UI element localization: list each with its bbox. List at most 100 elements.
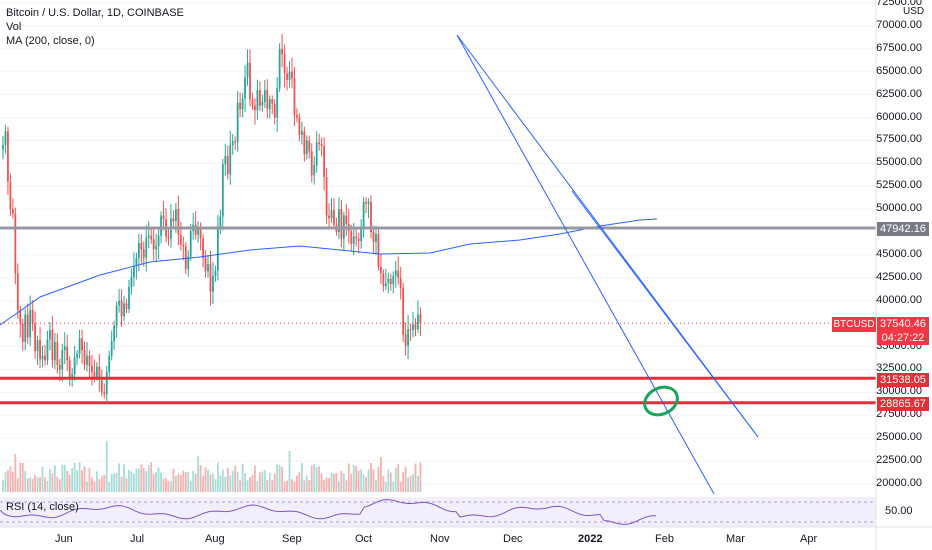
rsi-axis-label: 50.00 xyxy=(885,505,913,517)
candle-body xyxy=(130,276,133,288)
volume-bar xyxy=(24,470,27,492)
candle-body xyxy=(34,323,37,352)
volume-bar xyxy=(120,476,123,492)
candle-body xyxy=(120,300,123,317)
month-label: 2022 xyxy=(578,533,603,545)
volume-bar xyxy=(29,477,32,492)
candle-body xyxy=(300,131,303,135)
volume-bar xyxy=(51,473,54,492)
volume-bar xyxy=(34,474,37,492)
volume-legend[interactable]: Vol xyxy=(6,21,22,33)
price-axis-label: 62500.00 xyxy=(876,87,922,100)
candle-body xyxy=(256,90,259,111)
rsi-line xyxy=(0,499,656,525)
price-axis-label: 50000.00 xyxy=(876,202,922,215)
candle-body xyxy=(7,131,9,182)
volume-bar xyxy=(128,469,130,492)
candle-body xyxy=(36,340,39,352)
candle-body xyxy=(258,90,261,106)
volume-bar xyxy=(318,466,321,492)
volume-bar xyxy=(142,467,145,492)
candle-body xyxy=(68,360,71,379)
volume-bar xyxy=(221,469,224,492)
candle-body xyxy=(155,245,158,250)
candle-body xyxy=(392,276,395,285)
volume-bar xyxy=(313,464,316,492)
candle-body xyxy=(204,257,207,272)
candle-body xyxy=(360,229,363,242)
candle-body xyxy=(194,224,197,235)
candle-body xyxy=(288,71,291,80)
candle-body xyxy=(78,338,81,354)
volume-bar xyxy=(276,464,279,492)
volume-bar xyxy=(167,481,170,492)
volume-bar xyxy=(308,479,311,492)
volume-bar xyxy=(140,464,143,492)
volume-bar xyxy=(179,475,182,492)
volume-bar xyxy=(49,469,51,492)
month-label: Jun xyxy=(55,533,73,545)
candle-body xyxy=(239,102,242,110)
candle-body xyxy=(76,353,78,358)
volume-bar xyxy=(212,473,214,492)
countdown-tag: 04:27:22 xyxy=(877,331,929,345)
candle-body xyxy=(209,264,212,292)
volume-bar xyxy=(399,481,402,492)
volume-bar xyxy=(281,466,284,492)
candle-body xyxy=(320,144,323,146)
month-label: Dec xyxy=(503,533,523,545)
price-axis-label: 70000.00 xyxy=(876,18,922,31)
candle-body xyxy=(53,341,56,361)
trend-line-lower xyxy=(456,34,715,495)
price-axis-label: 25000.00 xyxy=(876,431,922,444)
chart-grid xyxy=(0,2,876,485)
candle-body xyxy=(291,71,293,79)
candle-body xyxy=(293,78,296,115)
volume-bar xyxy=(2,479,4,492)
volume-bar xyxy=(273,473,276,492)
volume-bar xyxy=(407,477,409,492)
rsi-legend[interactable]: RSI (14, close) xyxy=(6,501,79,513)
candle-body xyxy=(261,101,264,106)
volume-bar xyxy=(271,480,274,492)
candle-body xyxy=(375,233,377,243)
volume-bar xyxy=(175,475,177,492)
volume-bar xyxy=(387,469,390,492)
volume-bar xyxy=(46,481,49,492)
candle-body xyxy=(125,303,128,310)
price-axis-label: 20000.00 xyxy=(876,477,922,489)
volume-bar xyxy=(83,466,86,492)
candle-body xyxy=(145,237,148,258)
volume-bar xyxy=(345,480,348,492)
candle-body xyxy=(21,323,24,342)
candle-body xyxy=(187,256,190,269)
candle-body xyxy=(199,227,202,239)
candle-body xyxy=(377,233,380,267)
volume-bar xyxy=(152,474,155,492)
volume-bar xyxy=(98,479,101,492)
volume-bar xyxy=(103,474,106,492)
candle-body xyxy=(128,287,130,310)
volume-bar xyxy=(182,470,185,492)
candle-body xyxy=(98,366,101,379)
candle-body xyxy=(402,287,405,335)
price-axis-label: 55000.00 xyxy=(876,156,922,169)
candle-body xyxy=(26,314,29,338)
last-price-tag: 37540.46 xyxy=(877,317,929,331)
volume-bar xyxy=(39,477,41,492)
ma-legend[interactable]: MA (200, close, 0) xyxy=(6,35,95,47)
volume-bar xyxy=(123,464,125,492)
candle-body xyxy=(4,131,7,146)
candle-body xyxy=(226,156,229,175)
volume-bar xyxy=(160,472,162,492)
candle-body xyxy=(355,236,358,239)
volume-bar xyxy=(184,472,187,492)
volume-bar xyxy=(108,481,111,492)
candle-body xyxy=(39,340,41,360)
candle-body xyxy=(63,346,66,351)
candle-body xyxy=(103,392,106,395)
candle-body xyxy=(352,236,355,244)
volume-bar xyxy=(347,463,350,492)
volume-bar xyxy=(11,472,14,492)
